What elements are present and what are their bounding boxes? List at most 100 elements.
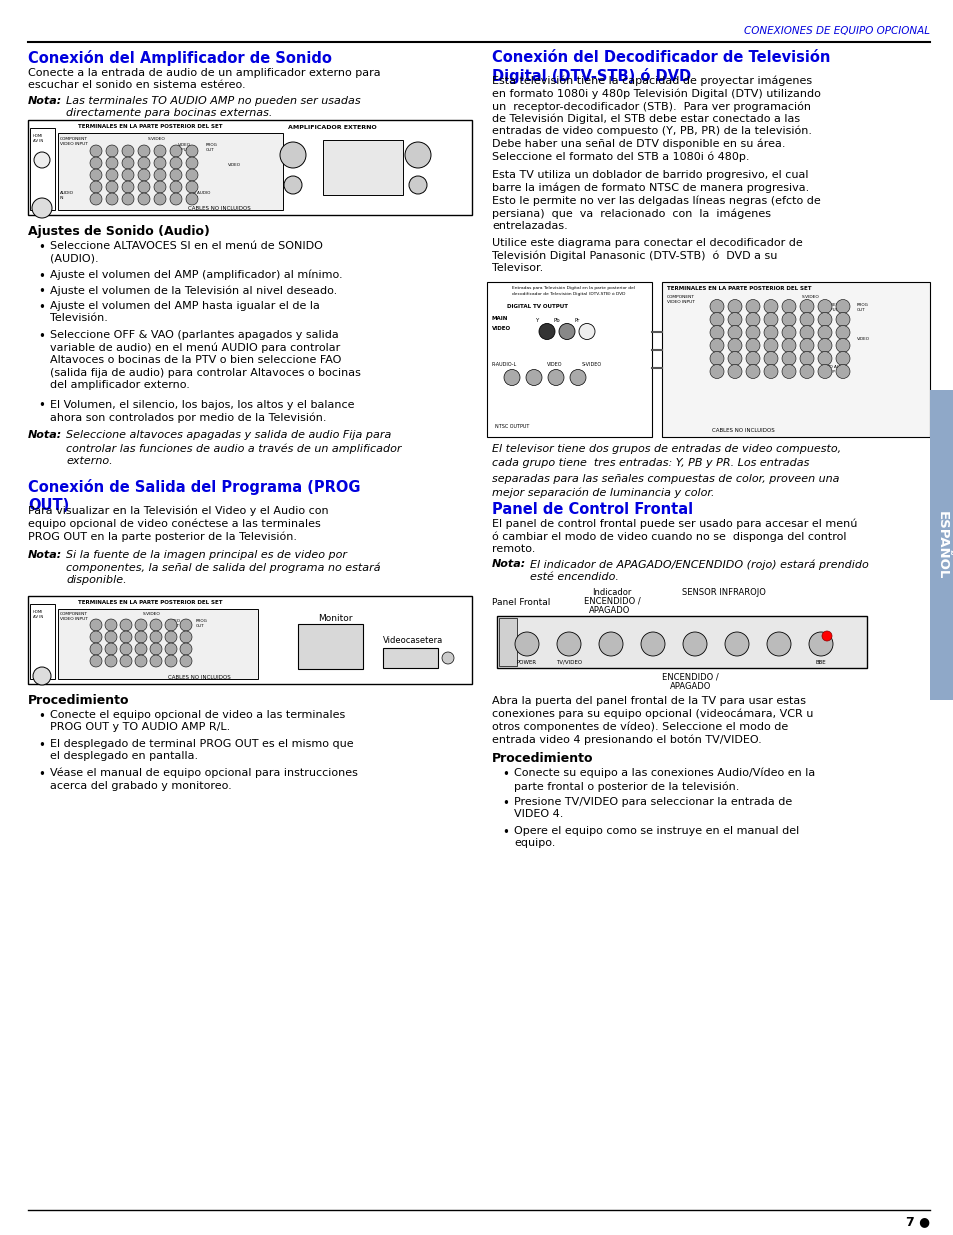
Text: en formato 1080i y 480p Televisión Digital (DTV) utilizando: en formato 1080i y 480p Televisión Digit… bbox=[492, 89, 820, 99]
Circle shape bbox=[781, 364, 795, 378]
Circle shape bbox=[186, 157, 198, 169]
Text: •: • bbox=[501, 826, 508, 839]
Text: esté encendido.: esté encendido. bbox=[530, 572, 618, 582]
Circle shape bbox=[800, 338, 813, 352]
Text: Abra la puerta del panel frontal de la TV para usar estas
conexiones para su equ: Abra la puerta del panel frontal de la T… bbox=[492, 697, 813, 745]
Text: •: • bbox=[38, 285, 45, 299]
Circle shape bbox=[682, 632, 706, 656]
Text: Para visualizar en la Televisión el Video y el Audio con
equipo opcional de vide: Para visualizar en la Televisión el Vide… bbox=[28, 505, 328, 542]
Text: CONEXIONES DE EQUIPO OPCIONAL: CONEXIONES DE EQUIPO OPCIONAL bbox=[743, 26, 929, 36]
Circle shape bbox=[120, 631, 132, 643]
Circle shape bbox=[150, 631, 162, 643]
Circle shape bbox=[180, 631, 192, 643]
Circle shape bbox=[709, 300, 723, 314]
Circle shape bbox=[569, 369, 585, 385]
Text: APAGADO: APAGADO bbox=[588, 606, 630, 615]
Text: BBE: BBE bbox=[815, 659, 825, 664]
Text: •: • bbox=[501, 797, 508, 810]
Text: •: • bbox=[38, 710, 45, 722]
Circle shape bbox=[525, 369, 541, 385]
Text: Monitor: Monitor bbox=[317, 614, 352, 622]
Bar bbox=[58, 133, 283, 210]
Text: Procedimiento: Procedimiento bbox=[492, 752, 593, 764]
Text: DIGITAL TV OUTPUT: DIGITAL TV OUTPUT bbox=[506, 304, 567, 309]
Circle shape bbox=[165, 655, 177, 667]
Text: mejor separación de luminancia y color.: mejor separación de luminancia y color. bbox=[492, 488, 714, 498]
Text: TV/VIDEO: TV/VIDEO bbox=[556, 659, 581, 664]
Text: •: • bbox=[38, 270, 45, 283]
Text: Nota:: Nota: bbox=[28, 550, 62, 559]
Circle shape bbox=[817, 300, 831, 314]
Text: El desplegado de terminal PROG OUT es el mismo que
el desplegado en pantalla.: El desplegado de terminal PROG OUT es el… bbox=[50, 739, 354, 762]
Text: TERMINALES EN LA PARTE POSTERIOR DEL SET: TERMINALES EN LA PARTE POSTERIOR DEL SET bbox=[666, 285, 811, 290]
Circle shape bbox=[835, 364, 849, 378]
Text: entradas de video compuesto (Y, PB, PR) de la televisión.: entradas de video compuesto (Y, PB, PR) … bbox=[492, 126, 811, 137]
Bar bbox=[497, 616, 866, 668]
Circle shape bbox=[90, 169, 102, 182]
Circle shape bbox=[150, 643, 162, 655]
Circle shape bbox=[105, 655, 117, 667]
Text: R-AUDIO-L: R-AUDIO-L bbox=[492, 362, 517, 367]
Circle shape bbox=[165, 643, 177, 655]
Bar bbox=[382, 648, 437, 668]
Text: decodificador de Televisión Digital (DTV-STB) ó DVD: decodificador de Televisión Digital (DTV… bbox=[512, 291, 625, 295]
Circle shape bbox=[808, 632, 832, 656]
Text: Conexión de Salida del Programa (PROG
OUT): Conexión de Salida del Programa (PROG OU… bbox=[28, 479, 360, 513]
Circle shape bbox=[727, 364, 741, 378]
Circle shape bbox=[170, 193, 182, 205]
Circle shape bbox=[186, 193, 198, 205]
Circle shape bbox=[800, 326, 813, 340]
Circle shape bbox=[727, 300, 741, 314]
Circle shape bbox=[538, 324, 555, 340]
Circle shape bbox=[503, 369, 519, 385]
Text: COMPONENT
VIDEO INPUT: COMPONENT VIDEO INPUT bbox=[60, 613, 88, 621]
Circle shape bbox=[800, 312, 813, 326]
Circle shape bbox=[763, 312, 778, 326]
Text: Debe haber una señal de DTV disponible en su área.: Debe haber una señal de DTV disponible e… bbox=[492, 138, 784, 149]
Circle shape bbox=[186, 169, 198, 182]
Text: Presione TV/VIDEO para seleccionar la entrada de
VIDEO 4.: Presione TV/VIDEO para seleccionar la en… bbox=[514, 797, 791, 819]
Circle shape bbox=[727, 326, 741, 340]
Circle shape bbox=[763, 364, 778, 378]
Circle shape bbox=[90, 182, 102, 193]
Text: PROG
OUT: PROG OUT bbox=[206, 143, 217, 152]
Text: Ajuste el volumen del AMP (amplificador) al mínimo.: Ajuste el volumen del AMP (amplificador)… bbox=[50, 270, 342, 280]
Circle shape bbox=[106, 182, 118, 193]
Text: Procedimiento: Procedimiento bbox=[28, 694, 130, 706]
Circle shape bbox=[727, 312, 741, 326]
Text: Opere el equipo como se instruye en el manual del
equipo.: Opere el equipo como se instruye en el m… bbox=[514, 826, 799, 848]
Circle shape bbox=[122, 182, 133, 193]
Text: PROG
OUT: PROG OUT bbox=[856, 304, 868, 312]
Circle shape bbox=[138, 182, 150, 193]
Circle shape bbox=[153, 157, 166, 169]
Circle shape bbox=[817, 338, 831, 352]
Text: Nota:: Nota: bbox=[28, 431, 62, 441]
Text: TO AUDIO
AMP: TO AUDIO AMP bbox=[190, 191, 211, 200]
Circle shape bbox=[138, 157, 150, 169]
Text: Seleccione ALTAVOCES SI en el menú de SONIDO
(AUDIO).: Seleccione ALTAVOCES SI en el menú de SO… bbox=[50, 241, 322, 263]
Circle shape bbox=[441, 652, 454, 664]
Text: Conecte el equipo opcional de video a las terminales
PROG OUT y TO AUDIO AMP R/L: Conecte el equipo opcional de video a la… bbox=[50, 710, 345, 732]
Text: Indicador: Indicador bbox=[592, 588, 631, 597]
Text: VIDEO: VIDEO bbox=[492, 326, 511, 331]
Circle shape bbox=[90, 619, 102, 631]
Text: AUDIO
IN: AUDIO IN bbox=[60, 191, 74, 200]
Text: Conexión del Decodificador de Televisión
Digital (DTV-STB) ó DVD: Conexión del Decodificador de Televisión… bbox=[492, 49, 829, 84]
Text: Ajuste el volumen de la Televisión al nivel deseado.: Ajuste el volumen de la Televisión al ni… bbox=[50, 285, 337, 296]
Text: Y: Y bbox=[535, 319, 538, 324]
Circle shape bbox=[138, 169, 150, 182]
Text: TERMINALES EN LA PARTE POSTERIOR DEL SET: TERMINALES EN LA PARTE POSTERIOR DEL SET bbox=[78, 124, 222, 128]
Circle shape bbox=[835, 338, 849, 352]
Circle shape bbox=[138, 144, 150, 157]
Text: AMPLIFICADOR EXTERNO: AMPLIFICADOR EXTERNO bbox=[288, 125, 376, 130]
Circle shape bbox=[153, 193, 166, 205]
Circle shape bbox=[32, 198, 52, 219]
Circle shape bbox=[835, 352, 849, 366]
Circle shape bbox=[781, 338, 795, 352]
Circle shape bbox=[90, 643, 102, 655]
Text: Nota:: Nota: bbox=[492, 559, 526, 569]
Circle shape bbox=[170, 169, 182, 182]
Circle shape bbox=[709, 312, 723, 326]
Circle shape bbox=[153, 182, 166, 193]
Circle shape bbox=[727, 352, 741, 366]
